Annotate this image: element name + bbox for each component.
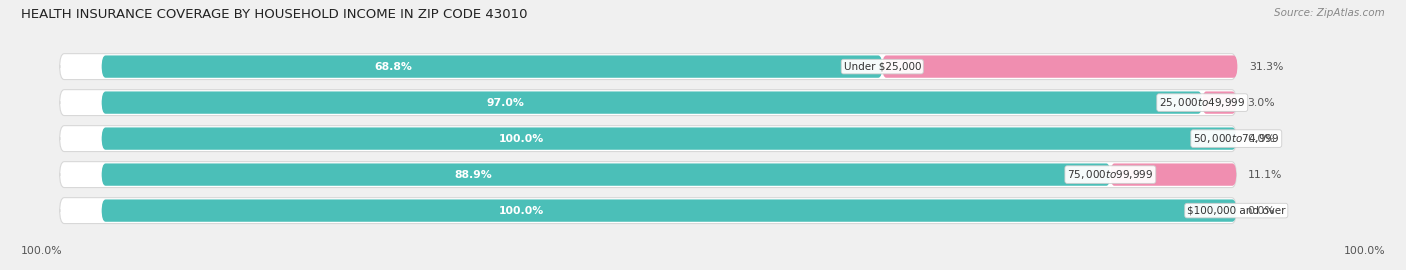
FancyBboxPatch shape: [59, 90, 1236, 116]
FancyBboxPatch shape: [101, 163, 1111, 186]
FancyBboxPatch shape: [1202, 92, 1236, 114]
Text: 100.0%: 100.0%: [1343, 247, 1385, 256]
Text: 100.0%: 100.0%: [21, 247, 63, 256]
FancyBboxPatch shape: [59, 126, 1236, 151]
FancyBboxPatch shape: [101, 127, 1236, 150]
Text: $25,000 to $49,999: $25,000 to $49,999: [1159, 96, 1246, 109]
FancyBboxPatch shape: [59, 198, 1236, 224]
Text: 88.9%: 88.9%: [454, 170, 492, 180]
Text: HEALTH INSURANCE COVERAGE BY HOUSEHOLD INCOME IN ZIP CODE 43010: HEALTH INSURANCE COVERAGE BY HOUSEHOLD I…: [21, 8, 527, 21]
FancyBboxPatch shape: [101, 92, 1202, 114]
FancyBboxPatch shape: [1111, 163, 1236, 186]
Text: 11.1%: 11.1%: [1247, 170, 1282, 180]
FancyBboxPatch shape: [59, 54, 1236, 80]
Text: $50,000 to $74,999: $50,000 to $74,999: [1194, 132, 1279, 145]
Text: Under $25,000: Under $25,000: [844, 62, 921, 72]
Text: 97.0%: 97.0%: [486, 97, 524, 108]
Text: 0.0%: 0.0%: [1247, 134, 1275, 144]
FancyBboxPatch shape: [101, 200, 1236, 222]
Text: $75,000 to $99,999: $75,000 to $99,999: [1067, 168, 1153, 181]
Text: 0.0%: 0.0%: [1247, 205, 1275, 216]
FancyBboxPatch shape: [101, 55, 883, 78]
Text: 3.0%: 3.0%: [1247, 97, 1275, 108]
Text: Source: ZipAtlas.com: Source: ZipAtlas.com: [1274, 8, 1385, 18]
Text: 68.8%: 68.8%: [375, 62, 413, 72]
Text: 100.0%: 100.0%: [499, 205, 544, 216]
Legend: With Coverage, Without Coverage: With Coverage, Without Coverage: [582, 266, 824, 270]
Text: $100,000 and over: $100,000 and over: [1187, 205, 1285, 216]
Text: 31.3%: 31.3%: [1249, 62, 1284, 72]
Text: 100.0%: 100.0%: [499, 134, 544, 144]
FancyBboxPatch shape: [59, 162, 1236, 188]
FancyBboxPatch shape: [883, 55, 1237, 78]
